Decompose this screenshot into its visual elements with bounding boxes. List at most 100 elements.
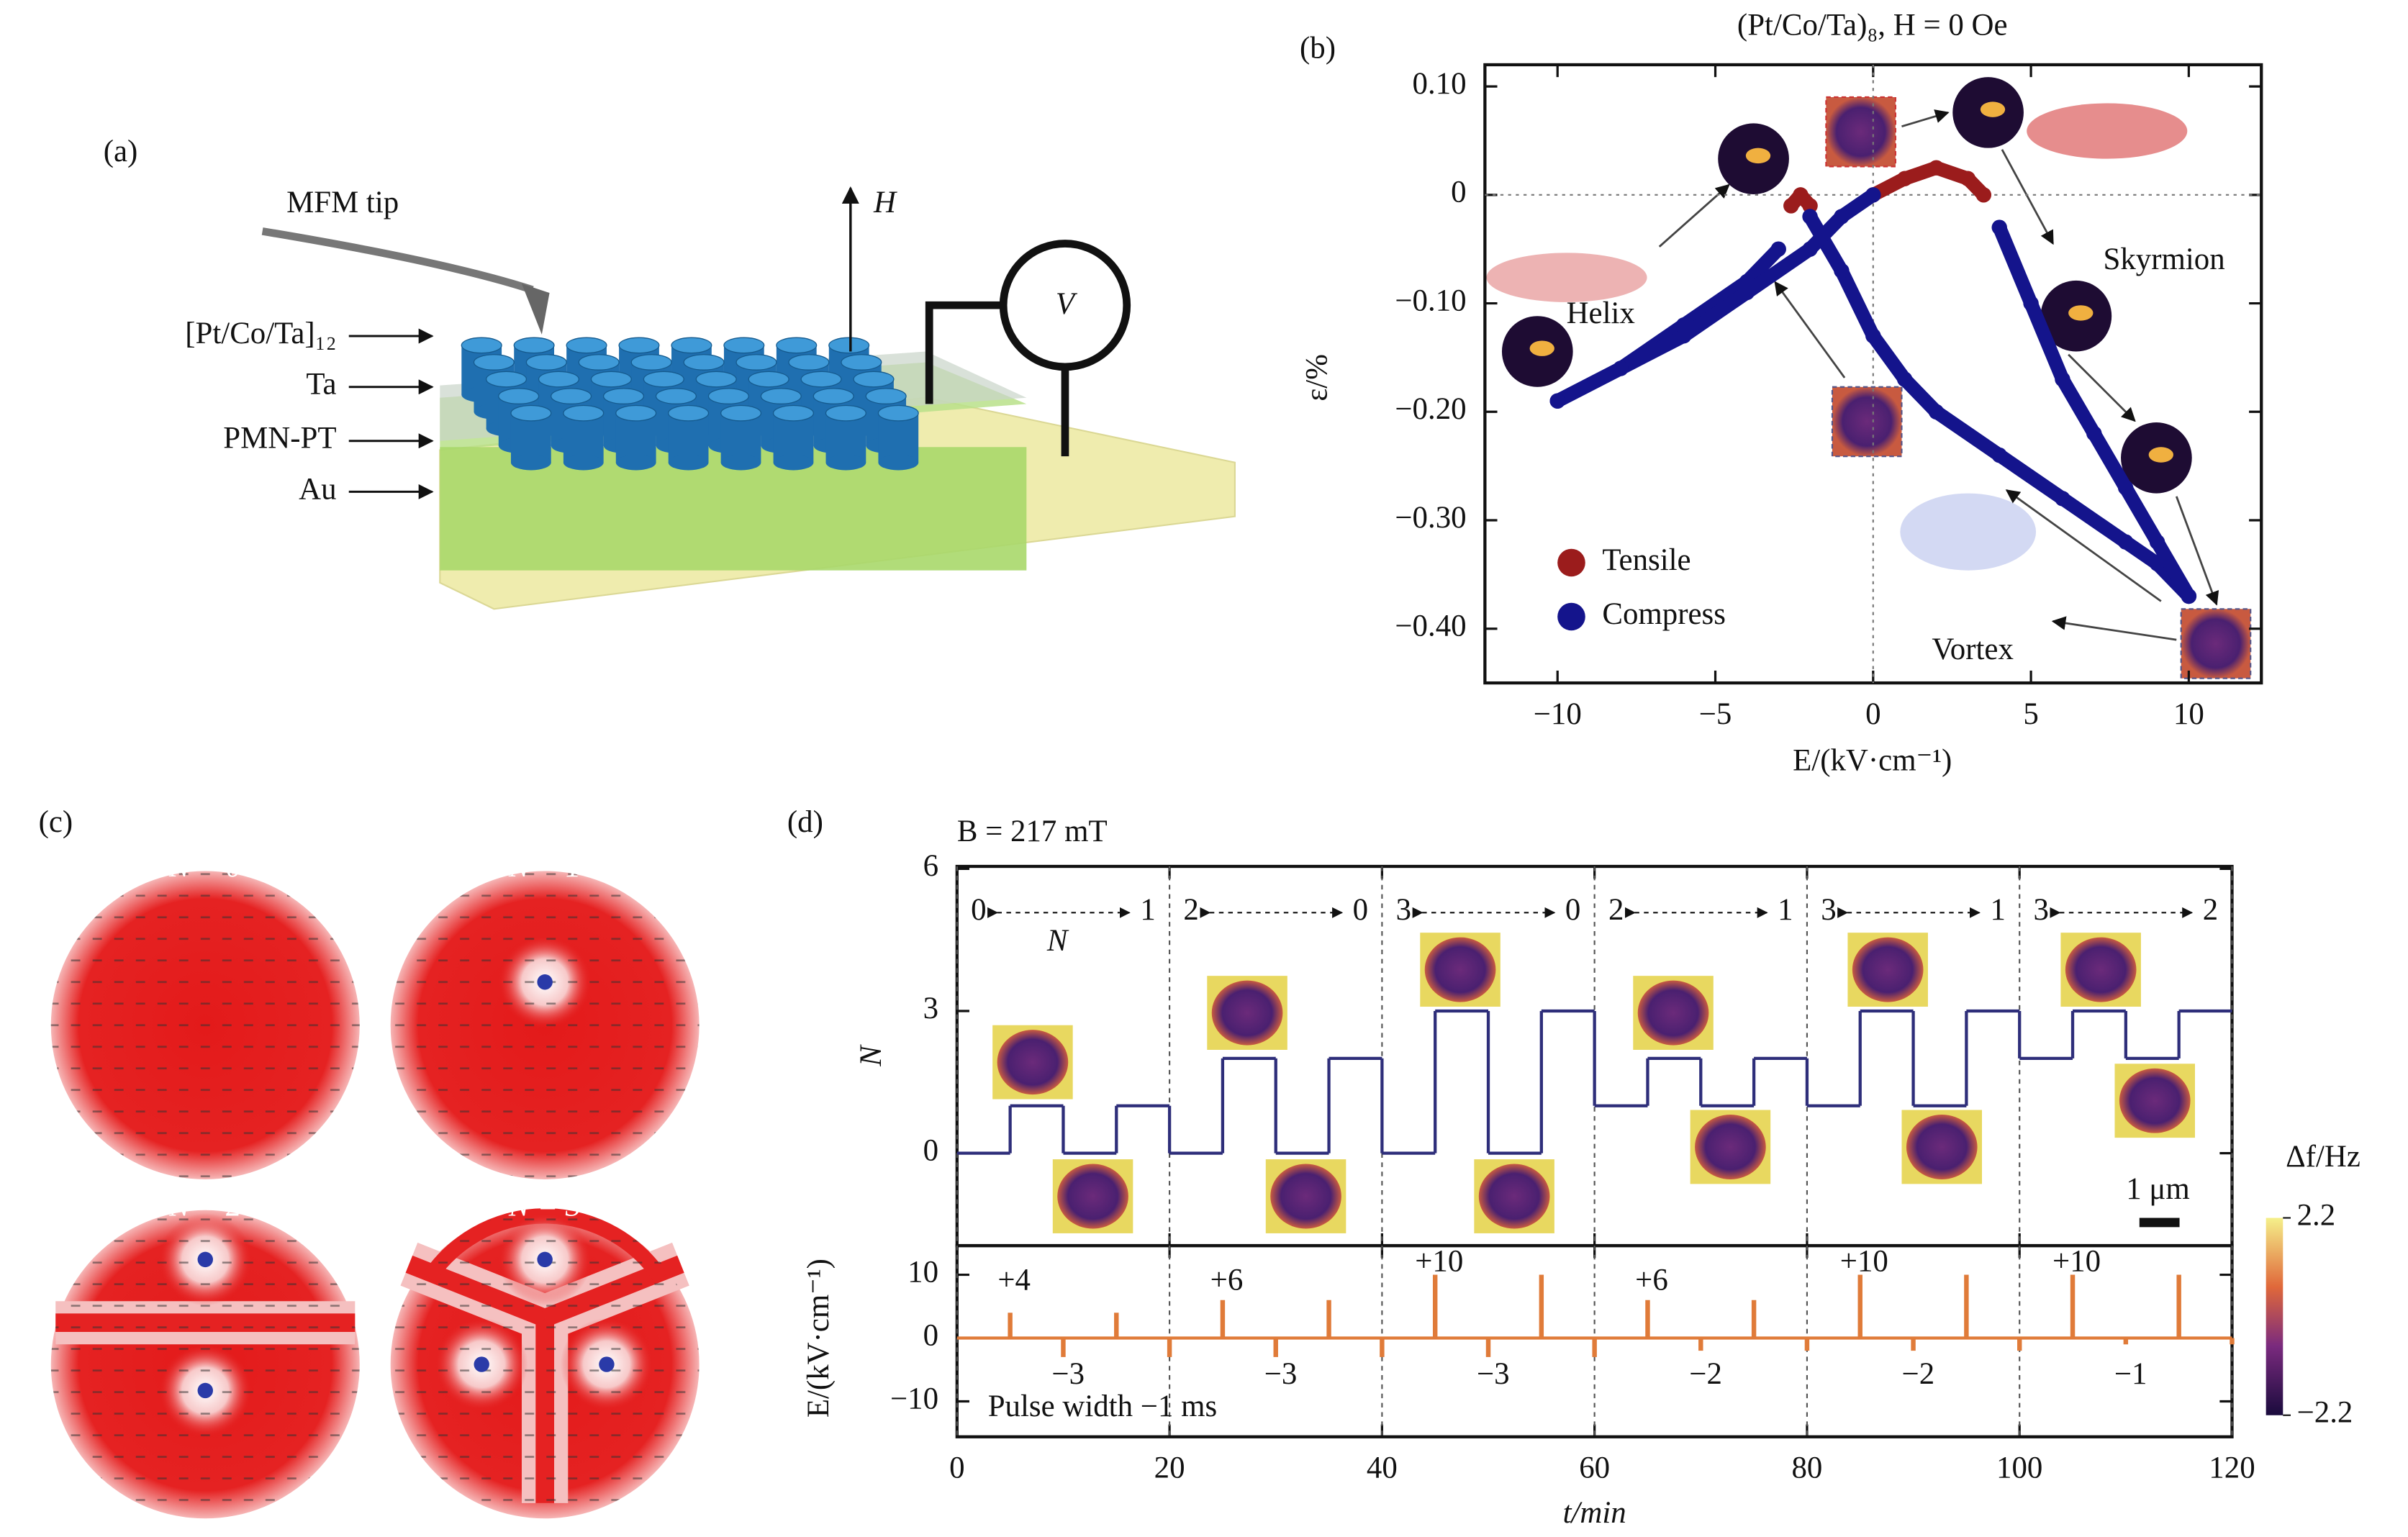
pillar-top [865, 388, 907, 404]
pulse [1485, 1338, 1491, 1357]
voltmeter [999, 240, 1131, 371]
pillar [563, 413, 604, 463]
pillar-top [538, 371, 579, 388]
x-tick-label: 0 [1865, 697, 1880, 731]
x-tick-label: 40 [1367, 1451, 1398, 1485]
pillar-top [853, 371, 895, 388]
data-point [2117, 480, 2134, 496]
colorbar-tick-label: 2.2 [2297, 1198, 2336, 1232]
colorbar-tick-label: −2.2 [2297, 1396, 2353, 1430]
pulse [2230, 1338, 2235, 1345]
pillar-top [510, 404, 552, 422]
tip-label: MFM tip [286, 186, 399, 219]
pillar-top [683, 354, 725, 371]
pulse [1751, 1300, 1757, 1338]
mfm-thumbnail-disk [1424, 937, 1496, 1002]
panel-label: (d) [787, 805, 823, 839]
data-point [1675, 317, 1692, 333]
transition-from: 3 [1396, 893, 1411, 927]
pillar [825, 413, 866, 463]
data-point [1802, 209, 1818, 225]
pulse-label: −2 [1689, 1357, 1722, 1391]
pulse-label: −3 [1477, 1357, 1510, 1391]
data-point [1865, 328, 1881, 344]
pillar-top [877, 404, 919, 422]
pillar-top [760, 388, 802, 404]
pulse [2070, 1274, 2076, 1338]
pillar-top [563, 404, 605, 422]
transition-to: 0 [1353, 893, 1368, 927]
pillar-top [707, 388, 749, 404]
y-tick-label: 0 [1451, 176, 1466, 209]
pillar-top [485, 371, 528, 388]
x-tick-label: 80 [1791, 1451, 1822, 1485]
layer-label: Ta [306, 368, 336, 402]
x-tick-label: 100 [1996, 1451, 2042, 1485]
legend-marker [1557, 602, 1585, 631]
y-axis-label: N [854, 1044, 888, 1067]
transition-to: 0 [1565, 893, 1580, 927]
transition-from: 2 [1608, 893, 1624, 927]
inset-arrow [2051, 616, 2177, 641]
inset-arrow [2001, 149, 2054, 245]
data-point [1865, 187, 1881, 203]
mfm-thumbnail-disk [1637, 980, 1709, 1046]
inset-arrow [1774, 281, 1846, 378]
y-tick-label: 0.10 [1413, 67, 1467, 101]
pulse [1645, 1300, 1650, 1338]
pillar-top [473, 354, 515, 371]
pillar-top [813, 388, 854, 404]
pulse-label: −1 [2114, 1357, 2147, 1391]
x-axis-label: E/(kV·cm⁻¹) [1793, 743, 1952, 777]
spin-arrows [50, 871, 360, 1179]
voltmeter-label: V [1056, 287, 1078, 321]
data-point [1975, 187, 1992, 203]
mfm-thumbnail-disk [1906, 1114, 1978, 1179]
pillar-bottom [878, 455, 919, 471]
pulse-label: +6 [1210, 1263, 1244, 1297]
core [197, 1251, 213, 1268]
data-point [2149, 556, 2165, 572]
pillar-top [643, 371, 684, 388]
data-point [1783, 198, 1799, 214]
texture-label: N = 0 [168, 850, 241, 884]
annotation: Pulse width −1 ms [988, 1389, 1217, 1423]
transition-to: 1 [1140, 893, 1155, 927]
pulse-label: +6 [1635, 1263, 1668, 1297]
data-point [1739, 284, 1755, 301]
x-tick-label: 60 [1579, 1451, 1610, 1485]
pillar-top [551, 388, 592, 404]
x-tick-label: −10 [1534, 697, 1582, 731]
pillar-bottom [773, 455, 814, 471]
y-tick-label: 0 [923, 1318, 938, 1352]
data-point [1896, 171, 1913, 186]
pillar-top [566, 337, 607, 354]
annotation: 1 μm [2126, 1172, 2190, 1206]
data-point [1675, 328, 1692, 344]
series-line [1803, 209, 2196, 604]
pulse [1857, 1274, 1862, 1338]
pillar-top [735, 354, 777, 371]
pulse [1326, 1300, 1331, 1338]
inset-arrow [2068, 353, 2136, 422]
annotation: Vortex [1932, 633, 2014, 666]
pulse-label: −3 [1264, 1357, 1298, 1391]
data-point [1834, 209, 1850, 225]
pillar-bottom [563, 455, 604, 471]
mfm-inset-feature [2148, 447, 2173, 463]
x-tick-label: 10 [2173, 697, 2204, 731]
pillar [878, 413, 919, 463]
data-point [1834, 263, 1850, 279]
pulse [1804, 1338, 1810, 1351]
pillar-top [630, 354, 672, 371]
y-tick-label: −0.40 [1395, 609, 1466, 643]
data-point [1991, 219, 2007, 235]
data-point [1928, 404, 1945, 420]
data-point [2055, 371, 2070, 387]
x-tick-label: 20 [1154, 1451, 1185, 1485]
pillar-bottom [615, 455, 656, 471]
pillar-top [525, 354, 567, 371]
mfm-inset-frame [1825, 96, 1896, 168]
y-axis-label: ε/% [1300, 354, 1334, 402]
